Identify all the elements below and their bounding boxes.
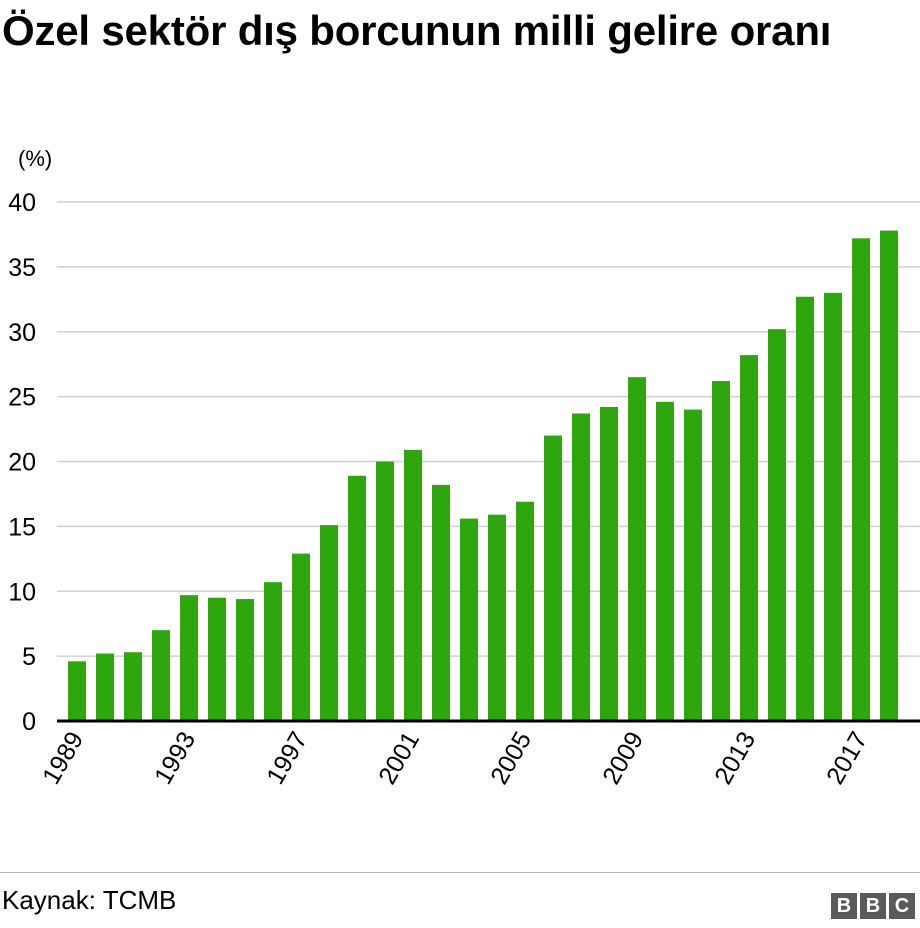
chart-title: Özel sektör dış borcunun milli gelire or… bbox=[2, 7, 832, 54]
y-tick-label: 20 bbox=[8, 449, 36, 477]
bar-2011 bbox=[684, 409, 702, 721]
y-tick-label: 15 bbox=[8, 513, 36, 541]
footer-divider bbox=[0, 872, 920, 873]
y-tick-label: 0 bbox=[22, 708, 36, 736]
x-axis-tick-labels: 1989 1993 1997 2001 2005 2009 2013 2017 bbox=[37, 727, 873, 789]
y-axis-unit-label: (%) bbox=[18, 146, 53, 171]
bar-1991 bbox=[124, 652, 142, 721]
bar-2009 bbox=[628, 377, 646, 721]
bar-2007 bbox=[572, 413, 590, 721]
bar-2017 bbox=[852, 238, 870, 721]
logo-letter-b1: B bbox=[831, 893, 857, 919]
x-tick-label: 2013 bbox=[709, 727, 761, 789]
bar-1989 bbox=[68, 661, 86, 721]
bar-2015 bbox=[796, 296, 814, 721]
y-tick-label: 25 bbox=[8, 384, 36, 412]
x-tick-label: 1989 bbox=[37, 727, 89, 789]
source-text: Kaynak: TCMB bbox=[2, 885, 177, 915]
y-axis-tick-labels: 0 5 10 15 20 25 30 35 40 bbox=[8, 189, 36, 736]
bar-2008 bbox=[600, 407, 618, 721]
bar-2014 bbox=[768, 329, 786, 721]
bbc-logo: B B C bbox=[831, 893, 915, 919]
bar-1990 bbox=[96, 653, 114, 721]
bar-2005 bbox=[516, 501, 534, 721]
bar-chart: 0 5 10 15 20 25 30 35 40 1989 1993 1997 2001 2005 200… bbox=[8, 189, 920, 789]
bar-1996 bbox=[264, 582, 282, 721]
bar-2003 bbox=[460, 518, 478, 721]
y-tick-label: 10 bbox=[8, 578, 36, 606]
bar-2010 bbox=[656, 401, 674, 721]
bar-2013 bbox=[740, 355, 758, 721]
bar-1994 bbox=[208, 597, 226, 721]
bar-2012 bbox=[712, 381, 730, 721]
x-tick-label: 2017 bbox=[821, 727, 873, 789]
y-tick-label: 30 bbox=[8, 319, 36, 347]
bar-1993 bbox=[180, 595, 198, 721]
x-tick-label: 2005 bbox=[485, 727, 537, 789]
bar-2004 bbox=[488, 514, 506, 721]
bar-2006 bbox=[544, 435, 562, 721]
bar-2002 bbox=[432, 484, 450, 721]
bar-1997 bbox=[292, 553, 310, 721]
x-tick-label: 2009 bbox=[597, 727, 649, 789]
x-tick-label: 1997 bbox=[261, 727, 313, 789]
y-tick-label: 40 bbox=[8, 189, 36, 217]
bar-2001 bbox=[404, 449, 422, 721]
x-tick-label: 2001 bbox=[373, 727, 425, 789]
y-tick-label: 35 bbox=[8, 254, 36, 282]
bar-2000 bbox=[376, 461, 394, 721]
bars bbox=[68, 230, 898, 722]
logo-letter-c: C bbox=[889, 893, 915, 919]
bar-1998 bbox=[320, 525, 338, 721]
y-tick-label: 5 bbox=[22, 643, 36, 671]
logo-letter-b2: B bbox=[860, 893, 886, 919]
bar-1992 bbox=[152, 630, 170, 721]
bar-2018 bbox=[880, 230, 898, 722]
x-tick-label: 1993 bbox=[149, 727, 201, 789]
bar-1995 bbox=[236, 599, 254, 721]
bar-2016 bbox=[824, 292, 842, 721]
bar-1999 bbox=[348, 475, 366, 721]
